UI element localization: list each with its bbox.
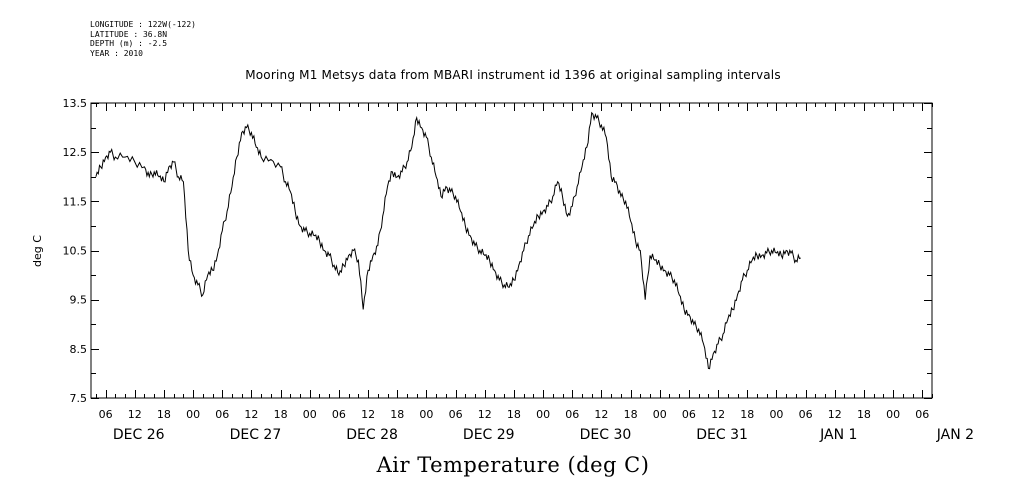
x-tick-label: 12	[244, 408, 258, 421]
x-tick-label: 06	[565, 408, 579, 421]
x-tick-label: 00	[419, 408, 433, 421]
x-tick-label: 06	[799, 408, 813, 421]
x-axis-label: Air Temperature (deg C)	[376, 453, 650, 477]
x-tick-label: 12	[361, 408, 375, 421]
x-day-label: DEC 27	[230, 427, 282, 443]
x-tick-label: 06	[449, 408, 463, 421]
x-tick-label: 06	[99, 408, 113, 421]
x-day-label: DEC 28	[346, 427, 398, 443]
x-tick-label: 00	[536, 408, 550, 421]
y-axis-label: deg C	[31, 235, 44, 267]
y-tick-label: 11.5	[63, 195, 88, 208]
x-tick-label: 18	[740, 408, 754, 421]
x-tick-label: 06	[332, 408, 346, 421]
x-day-label: DEC 31	[696, 427, 748, 443]
y-tick-label: 7.5	[70, 392, 88, 405]
x-tick-label: 00	[886, 408, 900, 421]
x-tick-label: 06	[682, 408, 696, 421]
y-tick-label: 8.5	[70, 343, 88, 356]
x-day-label: DEC 26	[113, 427, 165, 443]
x-day-label: JAN 1	[819, 427, 857, 443]
x-tick-label: 00	[186, 408, 200, 421]
x-tick-label: 00	[769, 408, 783, 421]
meta-latitude: LATITUDE : 36.8N	[90, 29, 168, 39]
series-line	[95, 111, 801, 370]
series-layer	[95, 111, 801, 370]
x-tick-label: 06	[915, 408, 929, 421]
x-tick-label: 12	[128, 408, 142, 421]
x-day-label: JAN 2	[936, 427, 974, 443]
chart-title: Mooring M1 Metsys data from MBARI instru…	[245, 68, 781, 82]
y-tick-label: 13.5	[63, 97, 88, 110]
metadata-block: LONGITUDE : 122W(-122) LATITUDE : 36.8N …	[90, 20, 196, 58]
y-tick-label: 12.5	[63, 146, 88, 159]
plot-frame	[90, 102, 933, 399]
y-tick-label: 10.5	[63, 245, 88, 258]
x-tick-label: 06	[215, 408, 229, 421]
x-tick-label: 12	[711, 408, 725, 421]
x-tick-label: 18	[274, 408, 288, 421]
x-tick-label: 18	[507, 408, 521, 421]
x-tick-label: 18	[624, 408, 638, 421]
x-tick-label: 18	[857, 408, 871, 421]
meta-longitude: LONGITUDE : 122W(-122)	[90, 20, 196, 29]
x-tick-label: 18	[157, 408, 171, 421]
x-tick-label: 00	[303, 408, 317, 421]
x-tick-label: 12	[594, 408, 608, 421]
x-tick-label: 00	[653, 408, 667, 421]
x-day-label: DEC 29	[463, 427, 515, 443]
x-tick-label: 12	[478, 408, 492, 421]
meta-depth: DEPTH (m) : -2.5	[90, 39, 168, 48]
y-tick-label: 9.5	[70, 294, 88, 307]
x-day-label: DEC 30	[580, 427, 632, 443]
x-tick-label: 12	[828, 408, 842, 421]
meta-year: YEAR : 2010	[90, 48, 143, 58]
axes-group: 7.5 8.5 9.5 10.5 11.5 12.5 13.5 06 12 18 00 06 12 18 0…	[63, 97, 975, 443]
x-tick-label: 18	[390, 408, 404, 421]
